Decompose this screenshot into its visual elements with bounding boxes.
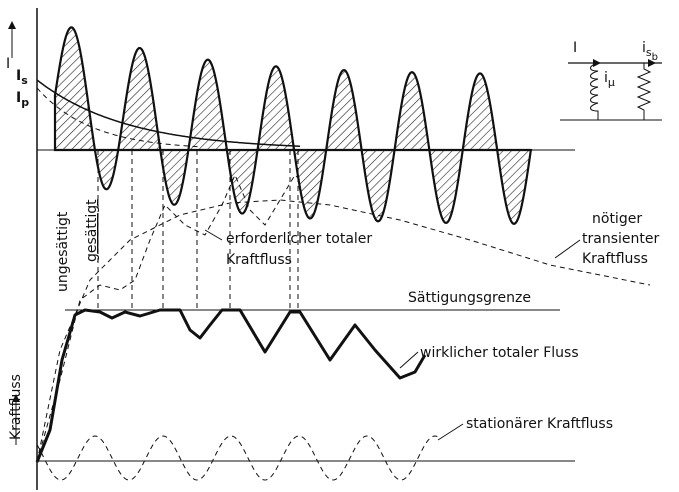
leader: [204, 229, 223, 241]
saturation-label: Sättigungsgrenze: [408, 290, 531, 306]
stationary-flux-label: stationärer Kraftfluss: [466, 416, 613, 432]
subscript: p: [21, 96, 29, 109]
leader: [554, 239, 581, 259]
region-label: ungesättigt: [55, 211, 71, 292]
current-label: Ip: [16, 90, 29, 109]
ip-curve: [36, 87, 201, 148]
curves: [35, 26, 651, 481]
flux-axis-label: Kraftfluss: [8, 374, 24, 440]
current-label: Is: [16, 68, 28, 87]
circuit-secondary: isb: [642, 40, 658, 63]
is-curve: [36, 79, 300, 147]
stationary-flux: [36, 435, 441, 481]
subscript: μ: [608, 76, 615, 89]
symbol: i: [642, 40, 646, 56]
circuit-input: I: [573, 40, 577, 56]
required-flux-label: Kraftfluss: [226, 252, 292, 268]
region-label: gesättigt: [84, 199, 100, 262]
transient-flux: [36, 199, 651, 463]
top-axis-label: I: [6, 56, 10, 72]
symbol: i: [604, 70, 608, 86]
symbol: I: [16, 68, 21, 84]
transient-flux-label: transienter: [582, 231, 659, 247]
leader: [437, 423, 464, 441]
transient-flux-label: Kraftfluss: [582, 251, 648, 267]
current-wave: [53, 26, 533, 225]
transient-flux-label: nötiger: [592, 211, 642, 227]
subsubscript: b: [652, 52, 658, 63]
required-flux-label: erforderlicher totaler: [226, 231, 372, 247]
circuit-magnetizing: iμ: [604, 70, 615, 89]
actual-flux-label: wirklicher totaler Fluss: [420, 345, 579, 361]
subscript: s: [21, 74, 28, 87]
subscript: s: [646, 46, 652, 59]
symbol: I: [16, 90, 21, 106]
circuit: I iμ isb: [560, 40, 662, 121]
required-flux: [36, 173, 301, 463]
leader: [399, 351, 419, 369]
actual-flux: [35, 308, 427, 463]
